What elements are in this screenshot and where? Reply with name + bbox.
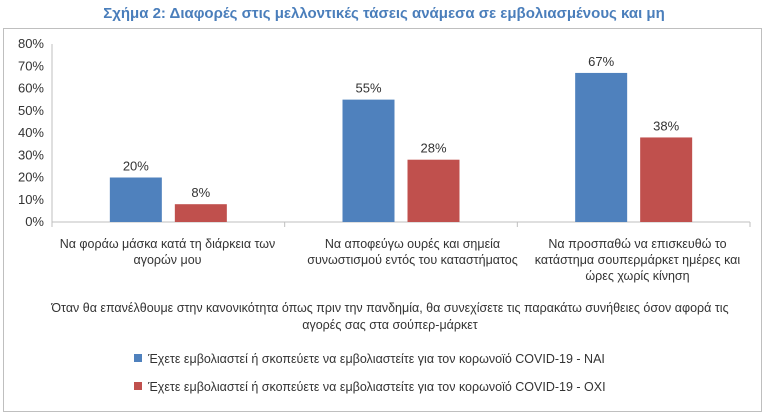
chart-title: Σχήμα 2: Διαφορές στις μελλοντικές τάσει… [103, 5, 665, 22]
y-tick-label: 50% [18, 103, 44, 118]
data-label: 20% [123, 159, 149, 174]
data-label: 67% [588, 54, 614, 69]
category-label-1: Να φοράω μάσκα κατά τη διάρκεια των αγορ… [59, 237, 276, 267]
legend-label-yes: Έχετε εμβολιαστεί ή σκοπεύετε να εμβολια… [148, 352, 605, 366]
legend-item-yes: Έχετε εμβολιαστεί ή σκοπεύετε να εμβολια… [134, 351, 605, 367]
data-label: 28% [420, 141, 446, 156]
bar-series-2-category-1 [174, 204, 227, 222]
y-tick-label: 60% [18, 81, 44, 96]
y-tick-label: 10% [18, 192, 44, 207]
bar-series-1-category-2 [342, 99, 395, 222]
chart-frame [3, 28, 762, 412]
data-label: 38% [653, 118, 679, 133]
legend-label-no: Έχετε εμβολιαστεί ή σκοπεύετε να εμβολια… [148, 380, 606, 394]
legend-item-no: Έχετε εμβολιαστεί ή σκοπεύετε να εμβολια… [134, 379, 606, 395]
category-label-2: Να αποφεύγω ουρές και σημεία συνωστισμού… [307, 237, 518, 267]
legend-swatch-no [134, 382, 142, 390]
y-tick-label: 70% [18, 58, 44, 73]
y-tick-label: 30% [18, 147, 44, 162]
y-tick-label: 20% [18, 170, 44, 185]
legend-swatch-yes [134, 354, 142, 362]
bar-series-2-category-2 [407, 159, 460, 222]
data-label: 55% [355, 81, 381, 96]
chart-plot: 0% 10% 20% 30% 40% 50% 60% 70% 80% 20% 55% 67% 8% 28%… [18, 36, 751, 229]
y-tick-label: 40% [18, 125, 44, 140]
category-label-3: Να προσπαθώ να επισκευθώ το κατάστημα σο… [534, 237, 741, 283]
y-tick-label: 0% [25, 214, 44, 229]
data-label: 8% [191, 185, 210, 200]
y-tick-label: 80% [18, 36, 44, 51]
bar-series-2-category-3 [640, 137, 693, 222]
bar-series-1-category-3 [575, 72, 628, 222]
bar-series-1-category-1 [109, 177, 162, 222]
x-axis-title: Όταν θα επανέλθουμε στην κανονικότητα όπ… [51, 301, 729, 332]
